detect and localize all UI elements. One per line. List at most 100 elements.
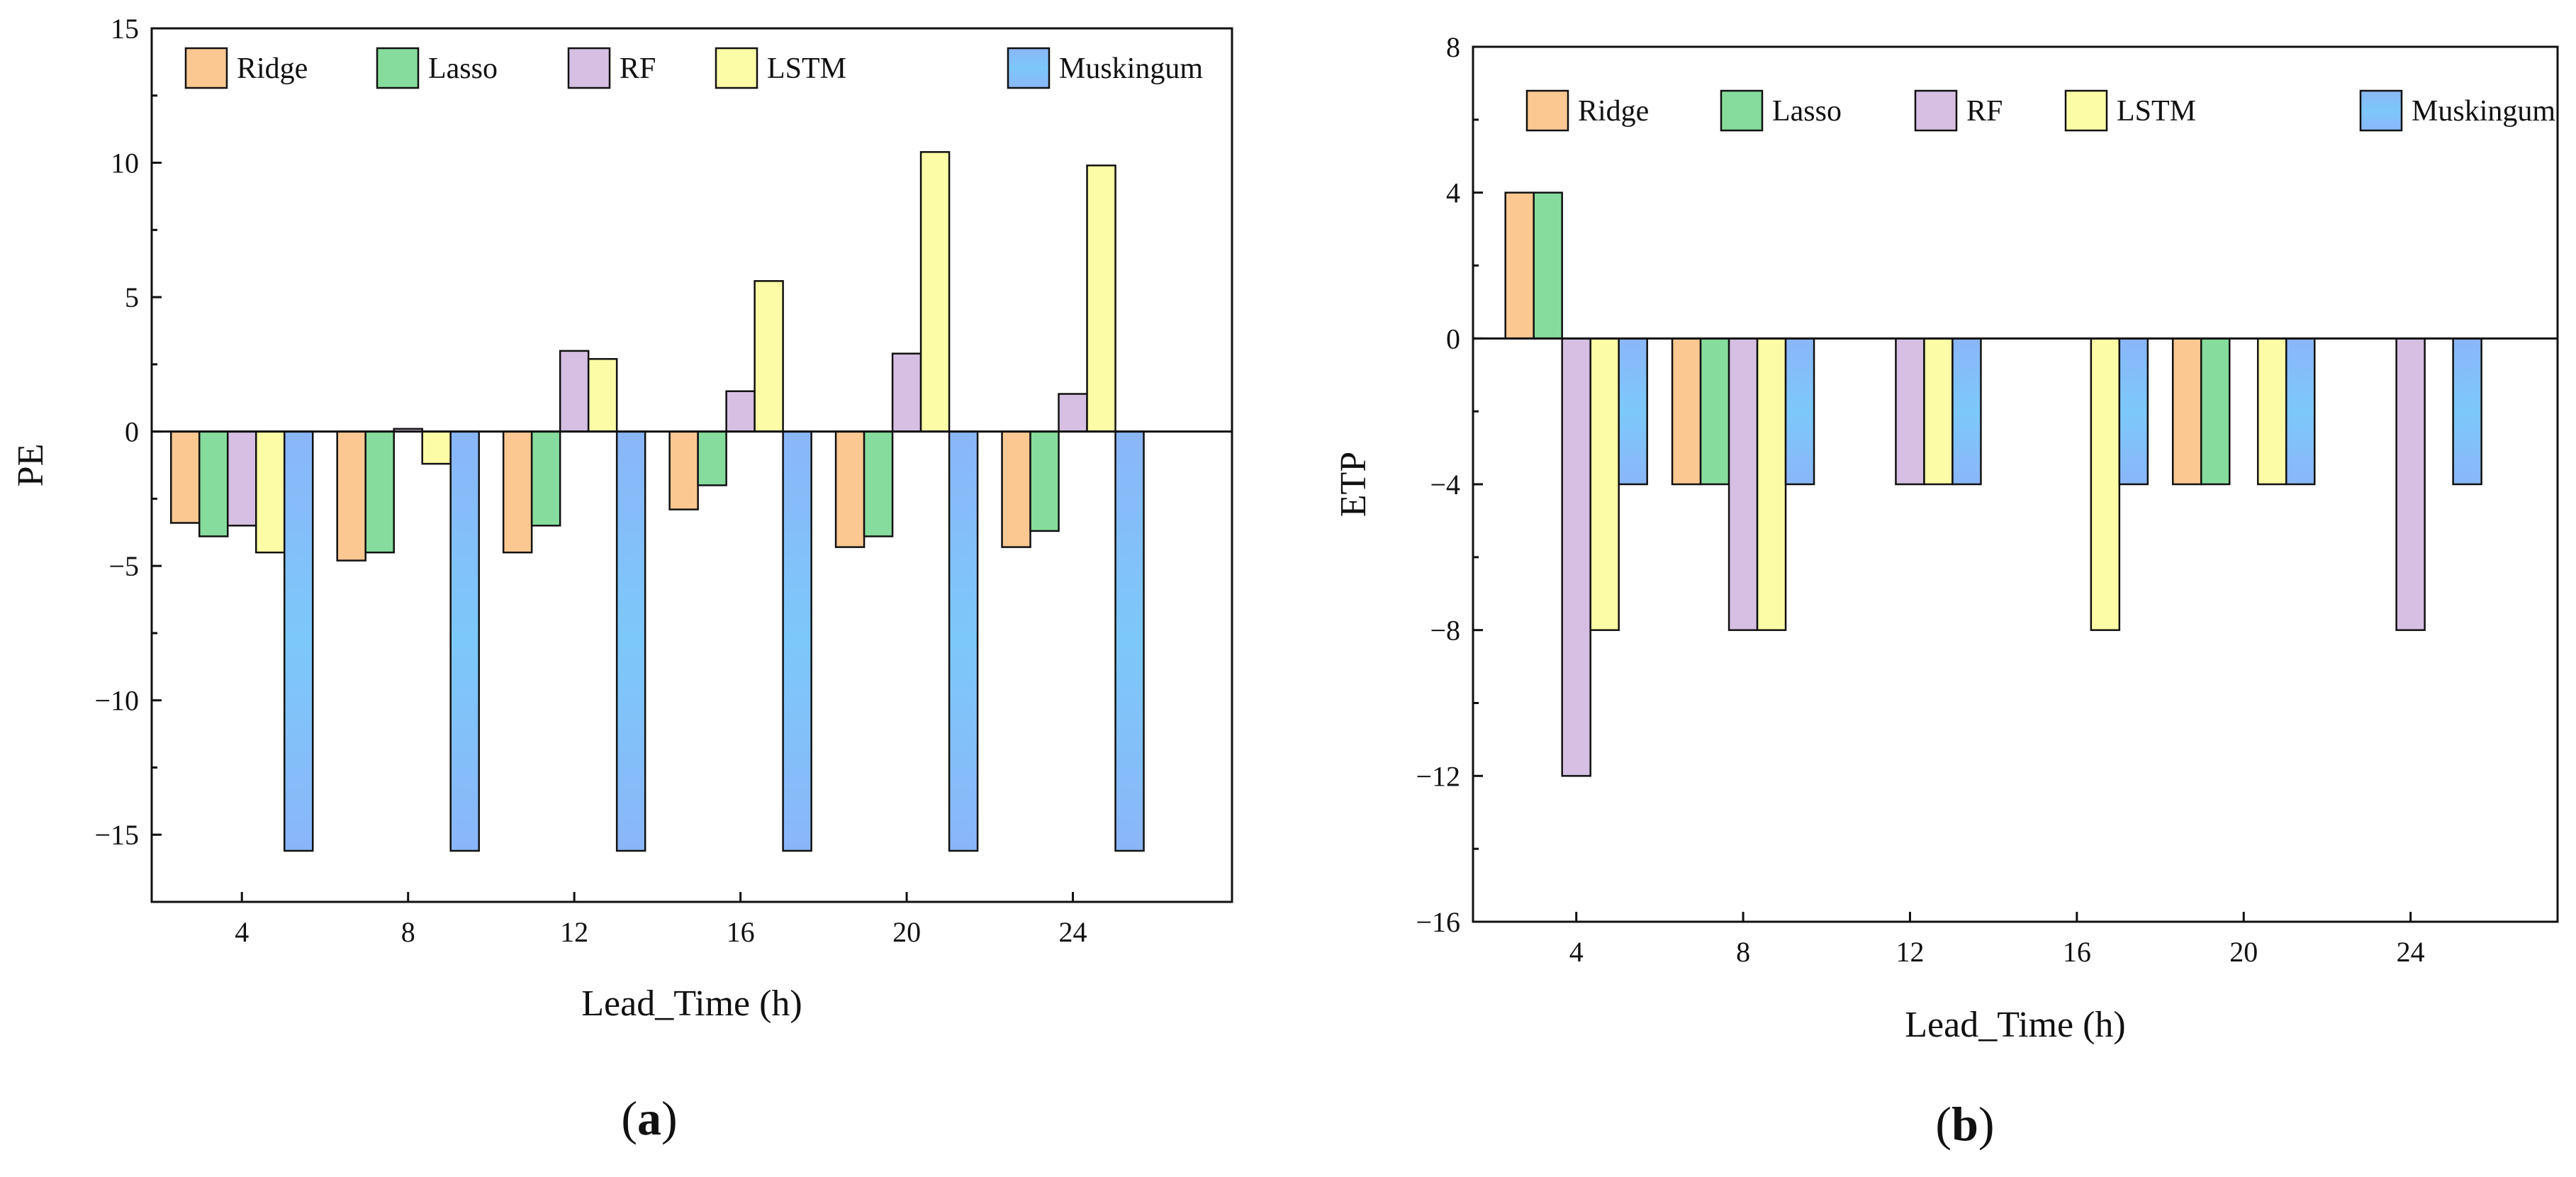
bar-lasso: [1699, 338, 1730, 486]
legend-label-lasso: Lasso: [1772, 95, 1842, 128]
y-tick-label: 5: [125, 281, 139, 313]
chart-panel-a: 15 10 5 0 −5 −10 −15 4 8 12 16 20 24 Ridge Lasso RF LSTM…: [11, 13, 1233, 1145]
x-tick-label: 16: [727, 916, 755, 948]
x-tick-label: 12: [1895, 936, 1924, 968]
y-tick-label: −8: [1430, 615, 1460, 647]
legend-label-muskingum: Muskingum: [1059, 52, 1203, 85]
bar-rf: [226, 430, 257, 527]
bar-ridge: [336, 430, 366, 562]
bar-rf: [891, 352, 922, 433]
chart-panel-b: 8 4 0 −4 −8 −12 −16 4 8 12 16 20 24 Ridge Lasso RF LSTM M…: [1333, 31, 2559, 1151]
plot-frame: [150, 27, 1233, 903]
bar-ridge: [1671, 338, 1702, 486]
bar-lstm: [2090, 338, 2121, 631]
bar-muskingum: [948, 430, 979, 852]
y-tick-label: −16: [1416, 906, 1460, 938]
legend-label-muskingum: Muskingum: [2412, 95, 2555, 128]
bar-lstm: [754, 280, 784, 433]
bar-ridge: [834, 430, 866, 548]
bar-rf: [559, 350, 590, 433]
x-tick-label: 20: [2229, 936, 2258, 968]
legend-swatch-lstm: [2064, 89, 2108, 132]
legend-label-ridge: Ridge: [237, 52, 308, 85]
bar-rf: [725, 390, 756, 433]
y-tick-label: −5: [108, 550, 139, 582]
bar-lstm: [1923, 338, 1954, 486]
bar-ridge: [1504, 191, 1535, 340]
bar-lstm: [919, 151, 951, 433]
legend-swatch-muskingum: [2359, 89, 2403, 132]
bar-lasso: [530, 430, 561, 527]
bar-lasso: [198, 430, 229, 537]
legend-label-lstm: LSTM: [767, 52, 846, 85]
bar-ridge: [1001, 430, 1031, 548]
y-tick-label: 0: [125, 416, 139, 448]
y-tick-label: 8: [1446, 31, 1460, 63]
legend-swatch-rf: [567, 47, 611, 89]
bar-lstm: [587, 358, 618, 433]
y-axis-title: ETP: [1333, 452, 1374, 517]
bar-lstm: [421, 430, 452, 465]
y-tick-label: −4: [1430, 469, 1460, 501]
bar-ridge: [502, 430, 533, 554]
bar-lstm: [1589, 338, 1620, 631]
legend-swatch-lstm: [715, 47, 758, 89]
x-tick-label: 8: [1736, 936, 1750, 968]
legend-swatch-lasso: [376, 47, 420, 89]
bar-lasso: [863, 430, 894, 537]
bar-lstm: [1086, 164, 1116, 433]
bar-muskingum: [782, 430, 812, 852]
bar-muskingum: [1618, 338, 1648, 486]
bar-ridge: [668, 430, 699, 511]
y-tick-label: 4: [1446, 177, 1460, 209]
bar-rf: [2395, 338, 2426, 631]
y-tick-label: 10: [111, 147, 139, 179]
bar-ridge: [2171, 338, 2202, 486]
x-tick-label: 24: [1059, 916, 1087, 948]
legend-swatch-muskingum: [1007, 47, 1051, 89]
legend-label-lasso: Lasso: [428, 52, 498, 85]
legend-label-lstm: LSTM: [2117, 95, 2196, 128]
bar-muskingum: [2118, 338, 2149, 486]
x-axis-title: Lead_Time (h): [581, 983, 802, 1024]
bar-lasso: [364, 430, 395, 554]
bar-rf: [1561, 338, 1591, 777]
bar-muskingum: [449, 430, 480, 852]
bar-muskingum: [283, 430, 314, 852]
legend-swatch-ridge: [1525, 89, 1569, 132]
legend-swatch-ridge: [184, 47, 228, 89]
x-tick-label: 24: [2397, 936, 2425, 968]
bar-lasso: [1029, 430, 1060, 532]
legend-label-rf: RF: [1966, 95, 2003, 128]
bar-lasso: [697, 430, 727, 486]
legend-label-ridge: Ridge: [1578, 95, 1649, 128]
y-tick-label: −10: [94, 685, 139, 717]
legend-swatch-rf: [1914, 89, 1958, 132]
bar-lstm: [2256, 338, 2287, 486]
bar-rf: [1895, 338, 1925, 486]
x-tick-label: 12: [560, 916, 588, 948]
bar-lstm: [254, 430, 286, 554]
bar-muskingum: [1784, 338, 1815, 486]
y-tick-label: −15: [94, 819, 139, 851]
x-tick-label: 4: [235, 916, 249, 948]
panel-caption: (b): [1935, 1097, 1994, 1151]
bar-muskingum: [1951, 338, 1982, 486]
y-tick-label: 0: [1446, 323, 1460, 355]
bar-muskingum: [1114, 430, 1145, 852]
x-axis-title: Lead_Time (h): [1905, 1005, 2125, 1045]
y-tick-label: −12: [1416, 760, 1460, 792]
bar-lasso: [1533, 191, 1563, 340]
bar-lasso: [2200, 338, 2231, 486]
legend-label-rf: RF: [620, 52, 656, 85]
x-tick-label: 4: [1569, 936, 1584, 968]
y-tick-label: 15: [111, 13, 139, 45]
bar-rf: [1058, 393, 1088, 433]
x-tick-label: 16: [2063, 936, 2091, 968]
panel-caption: (a): [621, 1091, 677, 1145]
legend-swatch-lasso: [1720, 89, 1764, 132]
x-tick-label: 8: [401, 916, 415, 948]
bar-lstm: [1756, 338, 1787, 631]
y-axis-title: PE: [11, 444, 51, 487]
